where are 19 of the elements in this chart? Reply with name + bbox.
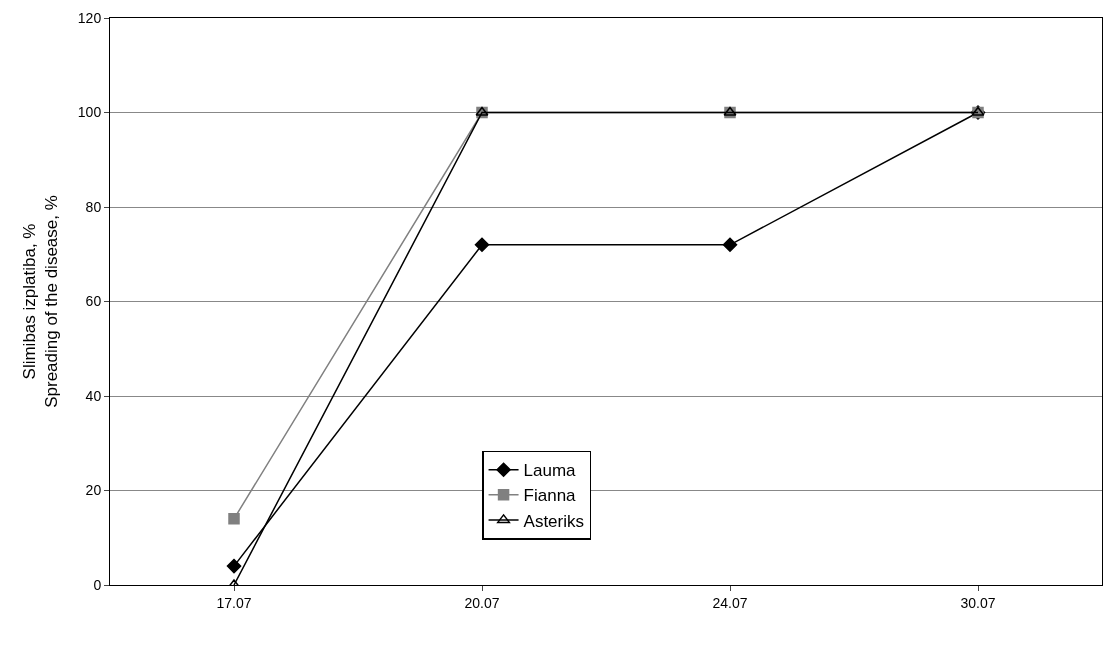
point: [226, 558, 242, 574]
y-tick-label: 80: [85, 198, 102, 215]
x-tick-label: 17.07: [216, 594, 252, 611]
y-tick-label: 60: [85, 293, 102, 310]
y-tick-label: 120: [77, 9, 102, 26]
legend-label: Lauma: [523, 461, 577, 481]
y-tick-label: 20: [85, 482, 102, 499]
legend-label: Asteriks: [523, 511, 585, 531]
y-tick-label: 40: [85, 387, 102, 404]
y-axis-title: Slimibas izplatiba, % Spreading of the disease, %: [20, 195, 62, 408]
x-tick-label: 24.07: [712, 594, 748, 611]
legend-label: Fianna: [523, 486, 577, 506]
x-tick-label: 30.07: [960, 594, 996, 611]
y-tick-label: 0: [93, 576, 102, 593]
x-tick-label: 20.07: [464, 594, 500, 611]
point: [722, 237, 738, 253]
point: [228, 513, 240, 525]
y-tick-label: 100: [77, 104, 102, 121]
point: [474, 237, 490, 253]
